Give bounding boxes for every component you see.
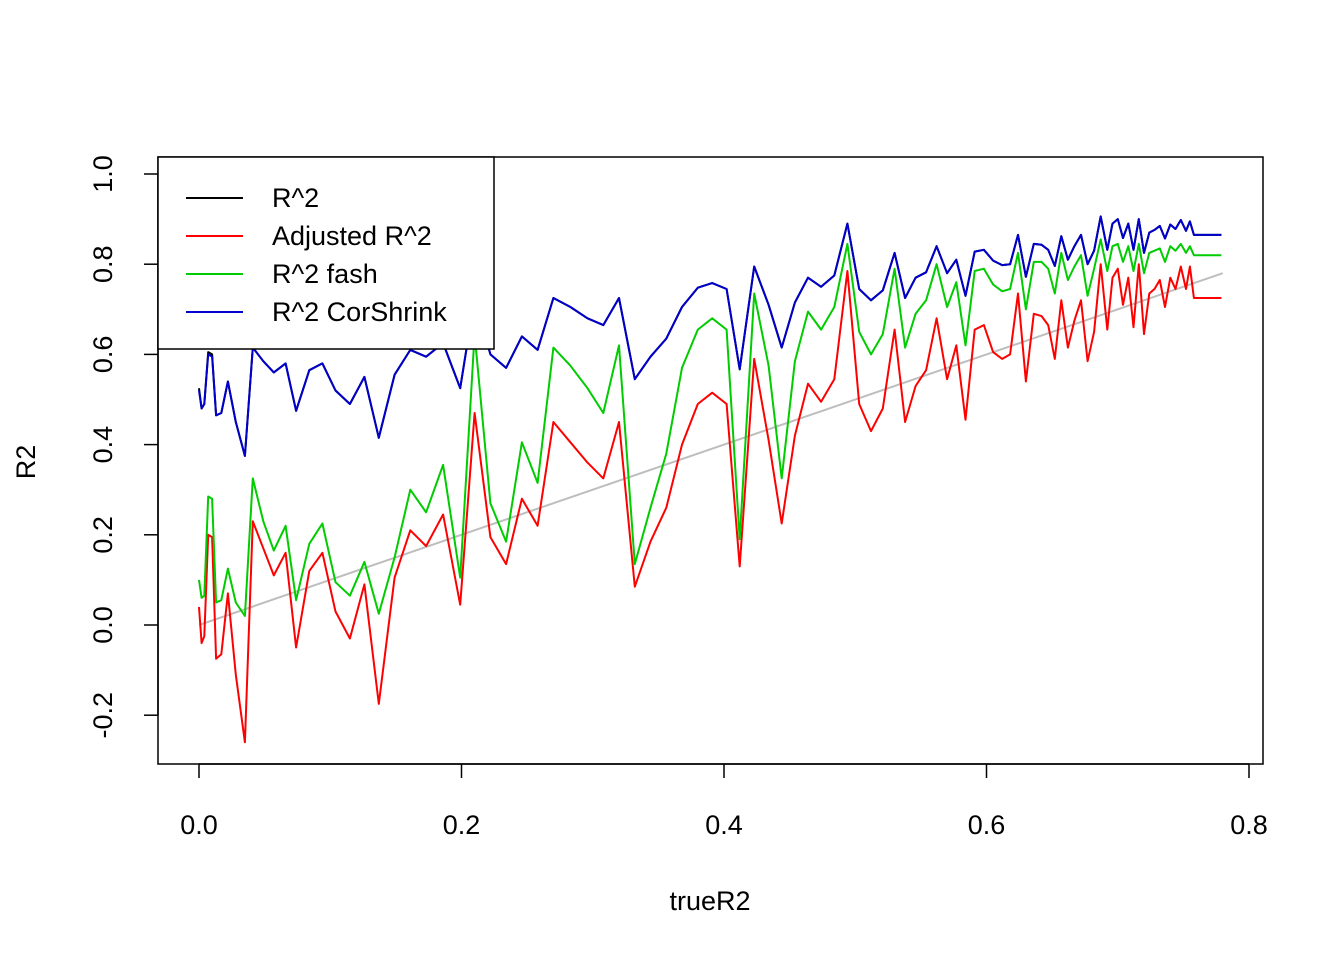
y-tick-label: 0.4 <box>88 426 118 464</box>
legend-label: R^2 CorShrink <box>272 297 447 327</box>
y-tick-label: 0.0 <box>88 606 118 644</box>
x-axis-label: trueR2 <box>669 886 750 916</box>
y-tick-label: -0.2 <box>88 692 118 739</box>
reference-line <box>198 272 1224 626</box>
x-tick-label: 0.0 <box>180 810 218 840</box>
series-line-adjusted-r-2 <box>198 263 1222 744</box>
legend-label: R^2 fash <box>272 259 378 289</box>
x-tick-label: 0.4 <box>705 810 743 840</box>
legend-box <box>157 156 495 350</box>
y-axis-label: R2 <box>11 445 41 480</box>
series-line-r-2-fash <box>198 238 1222 617</box>
legend: R^2 Adjusted R^2 R^2 fash R^2 CorShrink <box>157 156 495 350</box>
y-tick-label: 0.2 <box>88 516 118 554</box>
series-line-r-2-corshrink <box>198 215 1222 457</box>
x-tick-label: 0.8 <box>1230 810 1268 840</box>
legend-label: R^2 <box>272 183 319 213</box>
x-axis: 0.0 0.2 0.4 0.6 0.8 <box>180 763 1268 840</box>
x-tick-label: 0.2 <box>443 810 481 840</box>
y-tick-label: 0.8 <box>88 245 118 283</box>
x-tick-label: 0.6 <box>968 810 1006 840</box>
series-lines <box>198 215 1224 744</box>
y-axis: -0.2 0.0 0.2 0.4 0.6 0.8 1.0 <box>88 155 159 739</box>
y-tick-label: 1.0 <box>88 155 118 193</box>
y-tick-label: 0.6 <box>88 336 118 374</box>
legend-label: Adjusted R^2 <box>272 221 432 251</box>
